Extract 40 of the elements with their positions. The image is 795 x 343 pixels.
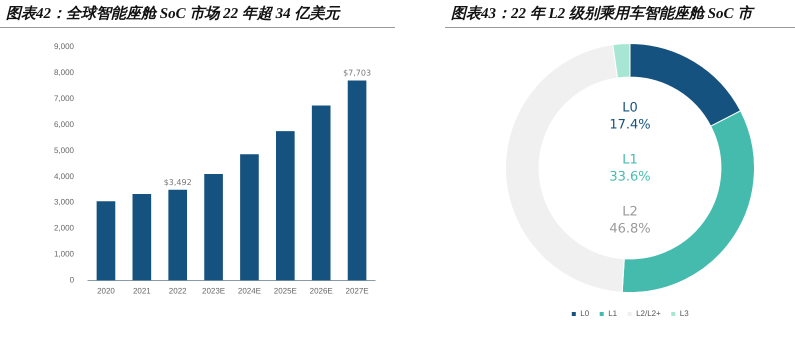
bar [204,174,223,280]
text: L0 [622,100,638,116]
y-tick-label: 7,000 [54,94,75,103]
y-tick-label: 3,000 [54,198,75,207]
x-tick-label: 2026E [310,286,333,296]
y-tick-label: 4,000 [54,172,75,181]
legend-label: L1 [608,309,618,318]
text: L1 [622,152,638,168]
bar [348,80,366,280]
data-label: $7,703 [343,68,372,78]
bar [96,201,116,280]
chart-title: 图表43：22 年 L2 级别乘用车智能座舱 SoC 市 [445,0,795,28]
y-tick-label: 1,000 [54,250,75,259]
x-tick-label: 2025E [274,286,297,296]
x-tick-label: 2027E [345,286,369,296]
text: L2 [622,204,638,220]
legend-label: L3 [680,309,690,318]
y-tick-label: 0 [70,276,75,285]
y-tick-label: 9,000 [54,42,75,52]
legend-label: L2/L2+ [636,309,662,318]
data-label: $3,492 [164,178,192,187]
y-tick-label: 2,000 [54,224,75,233]
y-tick-label: 8,000 [54,68,75,77]
legend-label: L0 [580,309,590,318]
x-tick-label: 2022 [168,286,188,296]
x-tick-label: 2020 [97,286,116,296]
bar [312,105,331,280]
data-label: 46.8% [609,221,651,236]
data-label: 17.4% [609,117,651,132]
y-tick-label: 5,000 [54,146,75,155]
y-tick-label: 6,000 [54,120,75,129]
bar [132,194,152,280]
data-label: 33.6% [609,169,651,184]
bar [276,131,295,280]
x-tick-label: 2024E [238,286,262,296]
x-tick-label: 2021 [132,286,152,296]
bar [240,154,259,280]
x-tick-label: 2023E [202,286,226,296]
bar [168,190,188,280]
chart-title: 图表42：全球智能座舱 SoC 市场 22 年超 34 亿美元 [0,0,395,28]
